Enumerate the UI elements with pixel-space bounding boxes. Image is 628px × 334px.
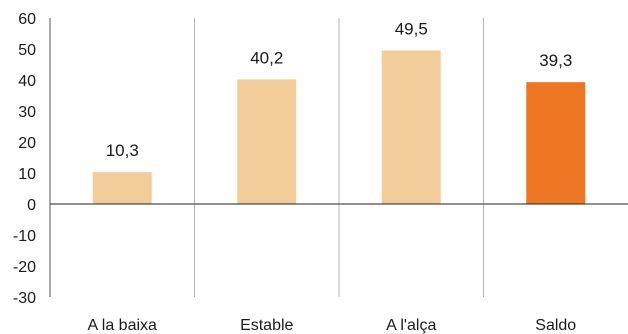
bar [526,82,586,204]
bar [92,172,152,204]
y-axis-ticks: 60 50 40 30 20 10 0 -10 -20 -30 [13,11,36,307]
y-tick-label: -30 [13,290,36,307]
y-tick-label: 0 [27,197,36,214]
bar [237,79,297,204]
data-label: 39,3 [539,51,572,70]
category-label: Saldo [535,317,576,334]
data-label: 49,5 [395,20,428,39]
y-tick-label: 40 [18,73,36,90]
category-label: Estable [240,317,293,334]
y-tick-label: 20 [18,135,36,152]
category-separators [194,18,484,297]
y-tick-label: 30 [18,104,36,121]
y-tick-label: 50 [18,42,36,59]
y-tick-label: 10 [18,166,36,183]
data-label: 40,2 [250,48,283,67]
bars [92,50,586,204]
y-tick-label: -20 [13,259,36,276]
category-label: A l'alça [386,317,436,334]
y-tick-label: -10 [13,228,36,245]
data-label: 10,3 [106,141,139,160]
data-labels: 10,3 40,2 49,5 39,3 [106,20,573,161]
y-tick-label: 60 [18,11,36,28]
bar [381,50,441,204]
category-labels: A la baixa Estable A l'alça Saldo [88,317,577,334]
category-label: A la baixa [88,317,157,334]
